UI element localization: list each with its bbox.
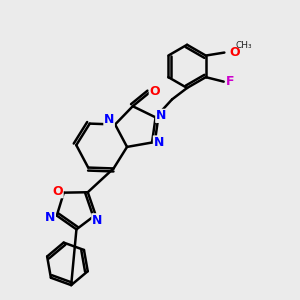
- Text: O: O: [229, 46, 240, 59]
- Text: N: N: [154, 136, 164, 149]
- Text: O: O: [149, 85, 160, 98]
- Text: N: N: [104, 113, 114, 127]
- Text: N: N: [156, 110, 166, 122]
- Text: F: F: [226, 75, 234, 88]
- Text: N: N: [92, 214, 102, 227]
- Text: CH₃: CH₃: [236, 41, 252, 50]
- Text: N: N: [45, 211, 56, 224]
- Text: O: O: [52, 185, 63, 198]
